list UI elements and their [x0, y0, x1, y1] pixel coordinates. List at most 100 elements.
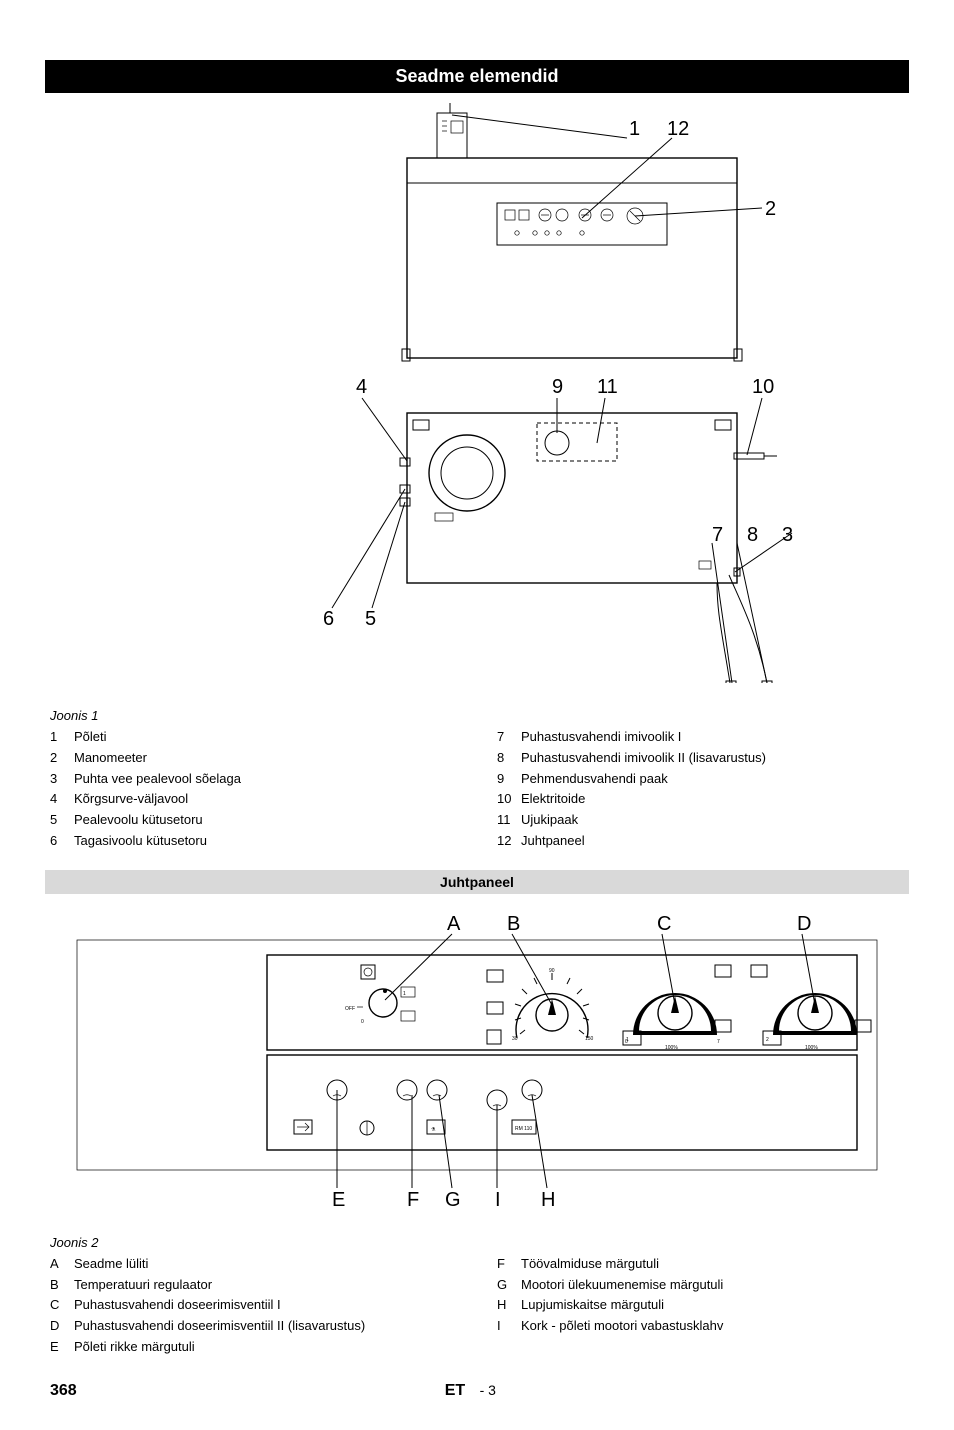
callout-8: 8	[747, 524, 758, 546]
callout-10: 10	[752, 376, 774, 398]
figure-2-legend: ASeadme lülitiBTemperatuuri regulaatorCP…	[50, 1254, 904, 1358]
svg-text:30: 30	[512, 1036, 518, 1042]
figure-1-legend: 1Põleti2Manomeeter3Puhta vee pealevool s…	[50, 727, 904, 852]
legend-item: 10Elektritoide	[497, 789, 904, 810]
legend-item: BTemperatuuri regulaator	[50, 1275, 457, 1296]
legend-item: 1Põleti	[50, 727, 457, 748]
legend-item: CPuhastusvahendi doseerimisventiil I	[50, 1295, 457, 1316]
svg-text:2: 2	[766, 1037, 769, 1043]
legend-text: Puhastusvahendi imivoolik II (lisavarust…	[521, 748, 766, 769]
legend-key: F	[497, 1254, 521, 1275]
legend-item: IKork - põleti mootori vabastusklahv	[497, 1316, 904, 1337]
legend-text: Töövalmiduse märgutuli	[521, 1254, 659, 1275]
legend-item: 3Puhta vee pealevool sõelaga	[50, 769, 457, 790]
legend-key: 7	[497, 727, 521, 748]
svg-text:100%: 100%	[805, 1045, 818, 1051]
svg-text:0: 0	[361, 1019, 364, 1025]
callout-4: 4	[356, 376, 367, 398]
figure-1: 1 12 2 4 9 11 10	[50, 103, 904, 688]
legend-key: 2	[50, 748, 74, 769]
callout-3: 3	[782, 524, 793, 546]
section-banner: Seadme elemendid	[45, 60, 909, 93]
callout-5: 5	[365, 608, 376, 630]
callout-7: 7	[712, 524, 723, 546]
legend-key: C	[50, 1295, 74, 1316]
callout-11: 11	[597, 376, 618, 398]
legend-key: B	[50, 1275, 74, 1296]
legend-key: D	[50, 1316, 74, 1337]
legend-text: Puhastusvahendi imivoolik I	[521, 727, 681, 748]
callout-12: 12	[667, 118, 689, 140]
legend-key: 3	[50, 769, 74, 790]
legend-item: 12Juhtpaneel	[497, 831, 904, 852]
legend-text: Pealevoolu kütusetoru	[74, 810, 203, 831]
legend-key: 6	[50, 831, 74, 852]
callout-A: A	[447, 913, 461, 935]
svg-text:90: 90	[549, 968, 555, 974]
svg-text:150: 150	[585, 1036, 594, 1042]
callout-F: F	[407, 1189, 419, 1210]
callout-I: I	[495, 1189, 501, 1210]
legend-key: 10	[497, 789, 521, 810]
legend-item: FTöövalmiduse märgutuli	[497, 1254, 904, 1275]
legend-item: 4Kõrgsurve-väljavool	[50, 789, 457, 810]
legend-key: 8	[497, 748, 521, 769]
legend-item: ASeadme lüliti	[50, 1254, 457, 1275]
legend-text: Põleti	[74, 727, 107, 748]
legend-text: Elektritoide	[521, 789, 585, 810]
legend-text: Kork - põleti mootori vabastusklahv	[521, 1316, 723, 1337]
legend-key: G	[497, 1275, 521, 1296]
callout-B: B	[507, 913, 520, 935]
legend-key: A	[50, 1254, 74, 1275]
legend-text: Põleti rikke märgutuli	[74, 1337, 195, 1358]
legend-text: Seadme lüliti	[74, 1254, 148, 1275]
figure-2-caption: Joonis 2	[50, 1235, 904, 1250]
figure-2: A B C D OFF 0 1 3	[50, 910, 904, 1215]
legend-text: Manomeeter	[74, 748, 147, 769]
callout-E: E	[332, 1189, 345, 1210]
legend-item: 5Pealevoolu kütusetoru	[50, 810, 457, 831]
legend-text: Mootori ülekuumenemise märgutuli	[521, 1275, 723, 1296]
figure-1-caption: Joonis 1	[50, 708, 904, 723]
legend-text: Puhastusvahendi doseerimisventiil II (li…	[74, 1316, 365, 1337]
svg-text:100%: 100%	[665, 1045, 678, 1051]
legend-key: I	[497, 1316, 521, 1337]
callout-H: H	[541, 1189, 555, 1210]
callout-1: 1	[629, 118, 640, 140]
legend-item: 7Puhastusvahendi imivoolik I	[497, 727, 904, 748]
legend-item: EPõleti rikke märgutuli	[50, 1337, 457, 1358]
callout-C: C	[657, 913, 671, 935]
legend-text: Juhtpaneel	[521, 831, 585, 852]
legend-item: 8Puhastusvahendi imivoolik II (lisavarus…	[497, 748, 904, 769]
legend-text: Puhta vee pealevool sõelaga	[74, 769, 241, 790]
callout-G: G	[445, 1189, 461, 1210]
legend-text: Ujukipaak	[521, 810, 578, 831]
legend-text: Temperatuuri regulaator	[74, 1275, 212, 1296]
legend-text: Kõrgsurve-väljavool	[74, 789, 188, 810]
svg-text:1: 1	[403, 991, 406, 997]
callout-9: 9	[552, 376, 563, 398]
legend-item: 9Pehmendusvahendi paak	[497, 769, 904, 790]
legend-text: Lupjumiskaitse märgutuli	[521, 1295, 664, 1316]
svg-text:OFF: OFF	[345, 1006, 355, 1012]
svg-text:⚗: ⚗	[431, 1127, 436, 1133]
legend-key: E	[50, 1337, 74, 1358]
svg-text:7: 7	[717, 1039, 720, 1045]
legend-item: HLupjumiskaitse märgutuli	[497, 1295, 904, 1316]
legend-item: GMootori ülekuumenemise märgutuli	[497, 1275, 904, 1296]
legend-text: Pehmendusvahendi paak	[521, 769, 668, 790]
legend-key: 9	[497, 769, 521, 790]
legend-item: 11Ujukipaak	[497, 810, 904, 831]
legend-key: H	[497, 1295, 521, 1316]
page-number: 368	[50, 1382, 77, 1400]
svg-text:1: 1	[626, 1037, 629, 1043]
legend-key: 1	[50, 727, 74, 748]
legend-key: 12	[497, 831, 521, 852]
page-footer: 368 ET - 3	[50, 1382, 904, 1400]
callout-2: 2	[765, 198, 776, 220]
legend-text: Puhastusvahendi doseerimisventiil I	[74, 1295, 281, 1316]
footer-lang: ET	[445, 1382, 465, 1399]
legend-key: 11	[497, 810, 521, 831]
legend-item: DPuhastusvahendi doseerimisventiil II (l…	[50, 1316, 457, 1337]
legend-key: 4	[50, 789, 74, 810]
